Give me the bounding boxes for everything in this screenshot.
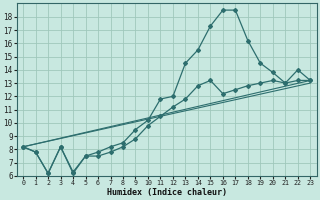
X-axis label: Humidex (Indice chaleur): Humidex (Indice chaleur)	[107, 188, 227, 197]
